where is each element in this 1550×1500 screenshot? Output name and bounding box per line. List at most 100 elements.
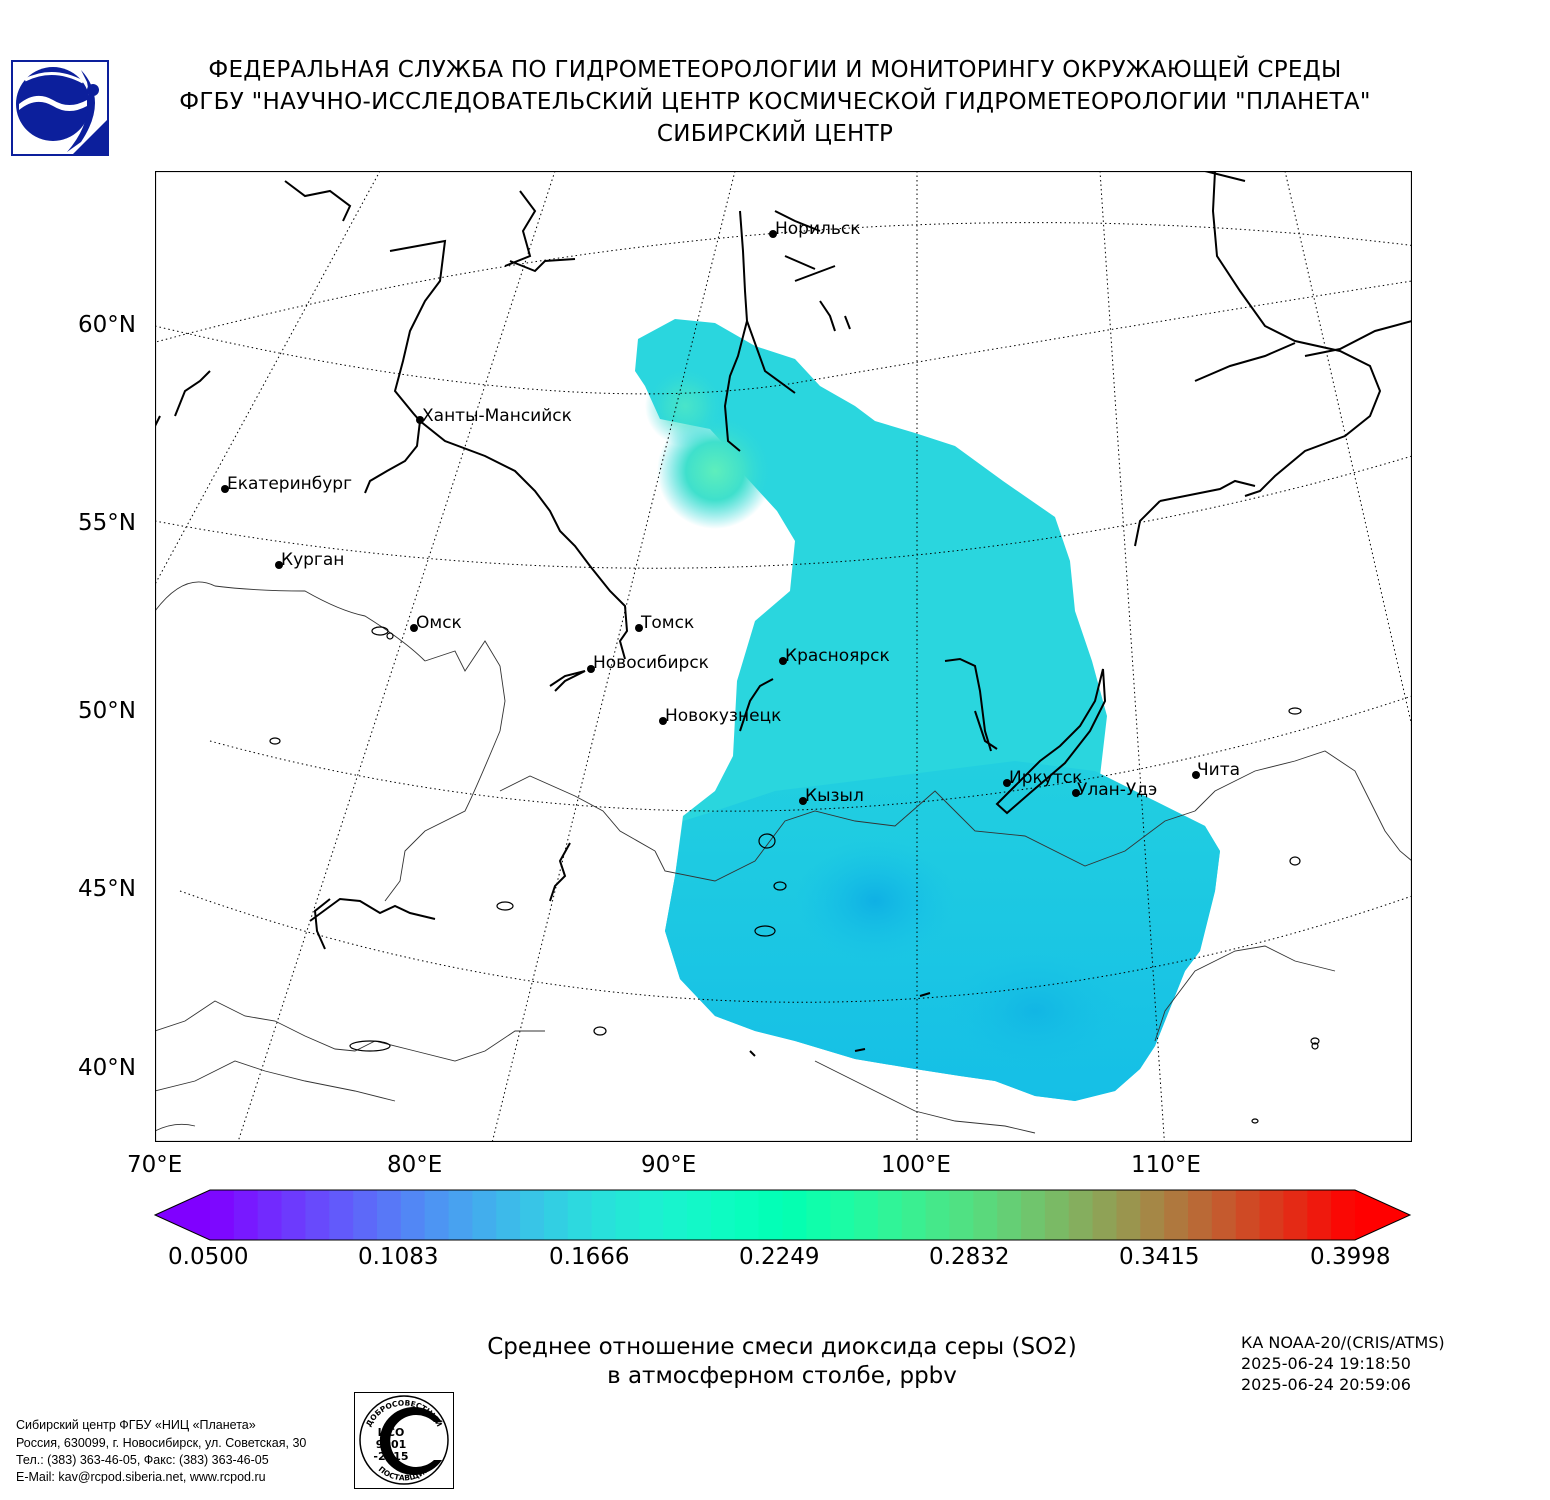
colorbar-cell bbox=[639, 1190, 664, 1240]
colorbar-cell bbox=[949, 1190, 974, 1240]
footer-line-2: Россия, 630099, г. Новосибирск, ул. Сове… bbox=[16, 1436, 307, 1450]
lon-label: 110°E bbox=[1131, 1152, 1201, 1178]
colorbar-cell bbox=[1235, 1190, 1261, 1240]
city-dot-kurgan bbox=[275, 561, 283, 569]
colorbar-cell bbox=[329, 1190, 354, 1240]
map-frame bbox=[155, 171, 1412, 1142]
city-dot-norilsk bbox=[769, 230, 777, 238]
colorbar-cell bbox=[543, 1190, 569, 1240]
colorbar-tick: 0.0500 bbox=[168, 1244, 249, 1270]
satellite-end-time: 2025-06-24 20:59:06 bbox=[1241, 1375, 1411, 1394]
colorbar-cell bbox=[1307, 1190, 1332, 1240]
colorbar-cell bbox=[854, 1190, 879, 1240]
svg-text:-2015: -2015 bbox=[373, 1450, 408, 1463]
colorbar-cell bbox=[973, 1190, 998, 1240]
city-dot-ekaterinburg bbox=[221, 485, 229, 493]
iso-9001-badge: ДОБРОСОВЕСТНЫЙ ПОСТАВЩИК ИСО 9001 -2015 bbox=[354, 1392, 454, 1489]
colorbar-cell bbox=[1259, 1190, 1285, 1240]
colorbar-cell bbox=[257, 1190, 283, 1240]
city-label: Екатеринбург bbox=[227, 474, 352, 494]
colorbar-cell bbox=[233, 1190, 259, 1240]
colorbar-cell bbox=[1092, 1190, 1118, 1240]
lat-label: 40°N bbox=[78, 1055, 136, 1081]
colorbar-cell bbox=[400, 1190, 426, 1240]
city-label: Ханты-Мансийск bbox=[422, 406, 572, 426]
colorbar-cell bbox=[663, 1190, 688, 1240]
colorbar-cell bbox=[1021, 1190, 1046, 1240]
footer-line-4: E-Mail: kav@rcpod.siberia.net, www.rcpod… bbox=[16, 1470, 266, 1484]
lon-label: 70°E bbox=[127, 1152, 183, 1178]
colorbar-tick: 0.3998 bbox=[1310, 1244, 1391, 1270]
city-label: Улан-Удэ bbox=[1077, 780, 1157, 800]
parallels bbox=[155, 222, 1412, 1003]
city-label: Чита bbox=[1197, 760, 1240, 780]
colorbar-extend-min bbox=[155, 1190, 210, 1240]
colorbar-cell bbox=[734, 1190, 760, 1240]
colorbar-cell bbox=[210, 1190, 235, 1240]
colorbar-cell bbox=[1164, 1190, 1189, 1240]
colorbar-cell bbox=[806, 1190, 831, 1240]
lat-label: 55°N bbox=[78, 510, 136, 536]
colorbar-cell bbox=[710, 1190, 736, 1240]
city-label: Томск bbox=[640, 613, 694, 633]
city-dot-krasnoyarsk bbox=[779, 657, 787, 665]
city-label: Омск bbox=[416, 613, 462, 633]
city-label: Кызыл bbox=[805, 786, 864, 806]
colorbar-cell bbox=[496, 1190, 521, 1240]
city-dot-tomsk bbox=[635, 624, 643, 632]
colorbar-cell bbox=[424, 1190, 450, 1240]
colorbar-cell bbox=[1283, 1190, 1308, 1240]
footer-line-1: Сибирский центр ФГБУ «НИЦ «Планета» bbox=[16, 1418, 256, 1432]
city-dot-khanty-mansiysk bbox=[416, 416, 424, 424]
city-dot-ulan-ude bbox=[1072, 789, 1080, 797]
city-markers bbox=[221, 230, 1200, 805]
colorbar-cells bbox=[155, 1190, 1410, 1240]
colorbar-cell bbox=[472, 1190, 497, 1240]
colorbar-cell bbox=[687, 1190, 712, 1240]
colorbar-tick: 0.1083 bbox=[358, 1244, 439, 1270]
city-label: Новосибирск bbox=[593, 653, 709, 673]
colorbar-cell bbox=[997, 1190, 1022, 1240]
colorbar-cell bbox=[1044, 1190, 1070, 1240]
so2-map: Норильск Ханты-Мансийск Екатеринбург Кур… bbox=[155, 171, 1412, 1142]
footer-line-3: Тел.: (383) 363-46-05, Факс: (383) 363-4… bbox=[16, 1453, 269, 1467]
colorbar-cell bbox=[448, 1190, 473, 1240]
header-line-1: ФЕДЕРАЛЬНАЯ СЛУЖБА ПО ГИДРОМЕТЕОРОЛОГИИ … bbox=[208, 57, 1342, 83]
colorbar-cell bbox=[1068, 1190, 1094, 1240]
lat-label: 60°N bbox=[78, 312, 136, 338]
colorbar-cell bbox=[830, 1190, 855, 1240]
colorbar-cell bbox=[925, 1190, 951, 1240]
lat-label: 45°N bbox=[78, 876, 136, 902]
colorbar-cell bbox=[1188, 1190, 1213, 1240]
colorbar-extend-max bbox=[1355, 1190, 1410, 1240]
city-dot-omsk bbox=[410, 624, 418, 632]
header-line-3: СИБИРСКИЙ ЦЕНТР bbox=[656, 121, 894, 147]
city-label: Новокузнецк bbox=[665, 706, 781, 726]
colorbar-cell bbox=[591, 1190, 617, 1240]
colorbar-cell bbox=[1331, 1190, 1356, 1240]
caption-line-1: Среднее отношение смеси диоксида серы (S… bbox=[487, 1334, 1077, 1360]
city-dot-kyzyl bbox=[799, 797, 807, 805]
colorbar-tick: 0.2832 bbox=[929, 1244, 1010, 1270]
lon-label: 90°E bbox=[641, 1152, 697, 1178]
rivers-lakes bbox=[155, 171, 1412, 1057]
borders bbox=[155, 581, 1412, 1134]
svg-text:9001: 9001 bbox=[376, 1438, 407, 1451]
colorbar-cell bbox=[782, 1190, 807, 1240]
meridians bbox=[155, 171, 1412, 1142]
city-dot-chita bbox=[1192, 771, 1200, 779]
so2-field bbox=[635, 319, 1220, 1101]
colorbar-cell bbox=[1116, 1190, 1141, 1240]
colorbar-tick: 0.1666 bbox=[549, 1244, 630, 1270]
city-dot-novosibirsk bbox=[587, 665, 595, 673]
colorbar-tick: 0.3415 bbox=[1119, 1244, 1200, 1270]
lon-label: 80°E bbox=[387, 1152, 443, 1178]
city-label: Норильск bbox=[775, 219, 861, 239]
colorbar-cell bbox=[567, 1190, 593, 1240]
colorbar-cell bbox=[877, 1190, 903, 1240]
colorbar-cell bbox=[1140, 1190, 1165, 1240]
colorbar-cell bbox=[305, 1190, 330, 1240]
colorbar-cell bbox=[758, 1190, 784, 1240]
lon-label: 100°E bbox=[881, 1152, 951, 1178]
colorbar-cell bbox=[520, 1190, 545, 1240]
